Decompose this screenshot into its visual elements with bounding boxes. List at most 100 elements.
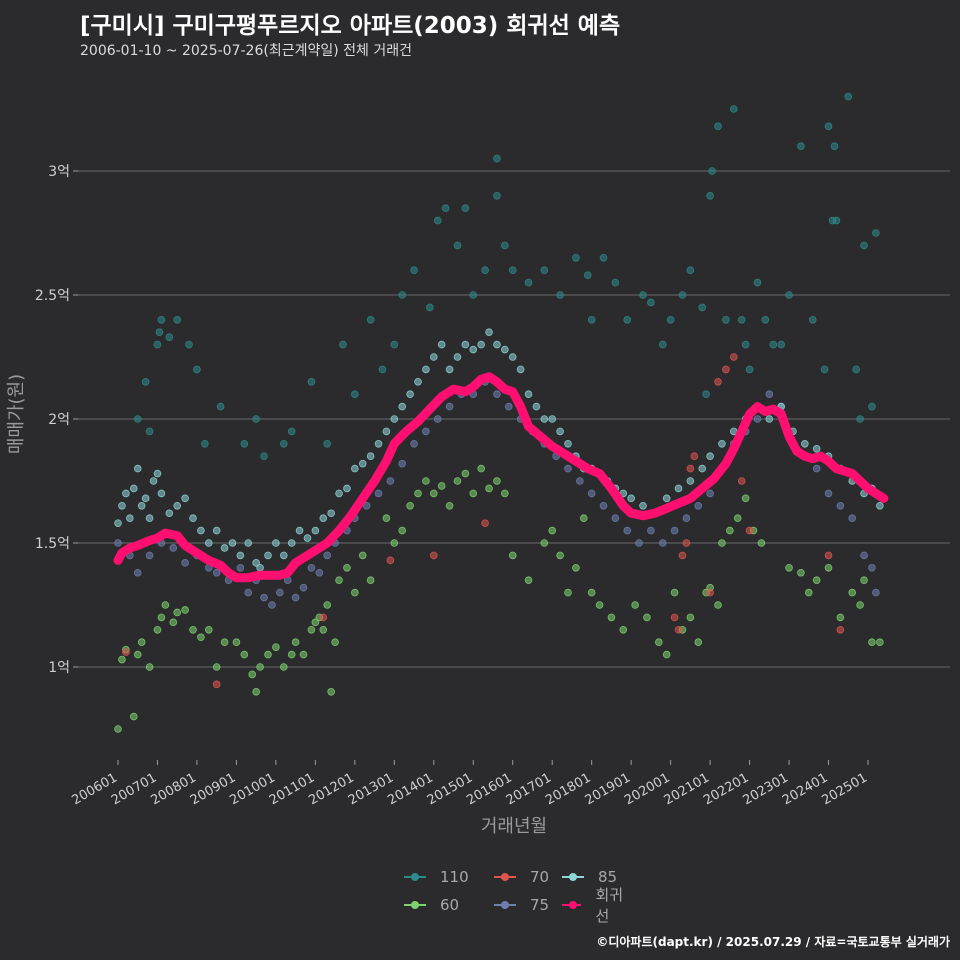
data-point	[532, 402, 541, 411]
data-point	[319, 613, 328, 622]
data-point	[848, 514, 857, 522]
legend-item-70[interactable]: 70	[494, 866, 562, 888]
data-point	[129, 484, 138, 493]
data-point	[493, 340, 501, 349]
data-point	[252, 687, 260, 696]
y-tick-label: 1.5억	[35, 536, 70, 552]
data-point	[493, 477, 501, 485]
data-point	[753, 415, 762, 423]
data-point	[248, 670, 257, 679]
data-point	[860, 551, 868, 560]
data-point	[481, 519, 489, 527]
data-point	[291, 593, 300, 602]
legend: 110 70 85 60 75 회귀선	[404, 866, 632, 925]
data-point	[264, 551, 272, 560]
legend-item-85[interactable]: 85	[562, 866, 632, 888]
data-point	[469, 489, 478, 498]
data-point	[876, 638, 884, 646]
legend-item-110[interactable]: 110	[404, 866, 494, 888]
data-point	[382, 427, 391, 436]
data-point	[414, 489, 422, 498]
data-point	[524, 278, 533, 287]
data-point	[157, 489, 166, 498]
data-point	[698, 464, 707, 473]
data-point	[769, 340, 778, 349]
data-point	[185, 340, 193, 349]
data-point	[390, 415, 399, 423]
data-point	[493, 192, 501, 200]
data-point	[836, 625, 845, 634]
data-point	[129, 712, 138, 721]
data-point	[804, 588, 813, 597]
data-point	[801, 439, 809, 448]
data-point	[441, 204, 450, 213]
data-point	[141, 377, 150, 386]
data-point	[576, 477, 584, 485]
data-point	[133, 415, 142, 423]
legend-item-regression[interactable]: 회귀선	[562, 886, 632, 925]
data-point	[501, 241, 509, 250]
data-point	[556, 291, 564, 299]
data-point	[666, 315, 675, 324]
data-point	[844, 92, 853, 101]
data-point	[718, 539, 726, 547]
data-point	[753, 278, 762, 287]
data-point	[279, 439, 288, 448]
data-point	[153, 469, 162, 478]
data-point	[155, 328, 164, 337]
data-point	[149, 477, 158, 485]
data-point	[287, 650, 296, 659]
data-point	[556, 551, 564, 560]
data-point	[319, 625, 328, 634]
data-point	[323, 551, 332, 560]
legend-item-75[interactable]: 75	[494, 894, 562, 916]
data-point	[540, 266, 549, 275]
data-point	[856, 415, 864, 423]
data-point	[741, 494, 750, 503]
data-point	[718, 439, 726, 448]
data-point	[307, 377, 316, 386]
data-point	[287, 427, 296, 436]
data-point	[670, 588, 679, 597]
data-point	[836, 501, 845, 510]
legend-label: 60	[440, 896, 460, 914]
series-70	[122, 353, 845, 689]
data-point	[437, 482, 446, 490]
legend-item-60[interactable]: 60	[404, 894, 494, 916]
legend-label: 110	[440, 868, 469, 886]
data-point	[390, 340, 399, 349]
data-point	[220, 544, 229, 552]
chart-title: [구미시] 구미구평푸르지오 아파트(2003) 회귀선 예측	[80, 13, 621, 39]
data-point	[228, 539, 237, 547]
data-point	[635, 539, 643, 547]
data-point	[737, 315, 746, 324]
data-point	[193, 365, 201, 374]
data-point	[307, 563, 316, 572]
data-point	[812, 444, 821, 453]
data-point	[358, 459, 367, 468]
data-point	[745, 365, 754, 374]
data-point	[212, 526, 221, 535]
data-point	[587, 489, 596, 498]
data-point	[820, 365, 829, 374]
data-point	[268, 601, 276, 609]
data-point	[173, 315, 182, 324]
data-point	[501, 345, 509, 354]
data-point	[662, 650, 671, 659]
data-point	[331, 638, 339, 646]
data-point	[157, 613, 166, 622]
data-point	[236, 563, 245, 572]
data-point	[572, 563, 580, 572]
data-point	[335, 489, 343, 498]
data-point	[678, 291, 687, 299]
data-point	[335, 576, 343, 584]
data-point	[741, 340, 750, 349]
legend-key-icon	[562, 870, 584, 884]
data-point	[808, 315, 817, 324]
data-point	[493, 154, 501, 163]
data-point	[339, 340, 347, 349]
data-point	[165, 333, 174, 341]
data-point	[126, 514, 134, 522]
regression-line	[113, 372, 889, 583]
